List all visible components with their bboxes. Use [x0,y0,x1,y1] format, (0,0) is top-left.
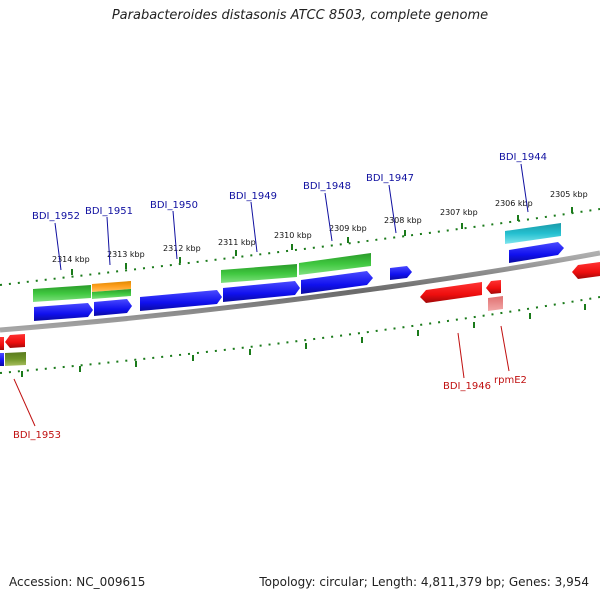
cds-arrow-forward[interactable] [94,299,132,316]
ruler-label: 2309 kbp [329,224,367,233]
ruler-label: 2308 kbp [384,216,422,225]
cds-arrow-reverse[interactable] [486,280,501,294]
ruler-labels: 2314 kbp 2313 kbp 2312 kbp 2311 kbp 2310… [52,190,588,264]
gene-bar-olive[interactable] [5,352,26,366]
map-title: Parabacteroides distasonis ATCC 8503, co… [111,8,489,23]
ruler-label: 2311 kbp [218,238,256,247]
gene-label-reverse[interactable]: BDI_1946 [443,381,491,392]
leader-line [106,216,111,266]
genome-summary-text: Topology: circular; Length: 4,811,379 bp… [259,575,589,589]
reverse-leader-lines [13,325,510,427]
ruler-label: 2306 kbp [495,199,533,208]
gene-label-reverse[interactable]: rpmE2 [494,375,527,386]
leader-line [250,201,258,253]
leader-line [500,325,510,372]
gene-bar-green[interactable] [92,289,131,299]
leader-line [172,210,178,260]
gene-label-forward[interactable]: BDI_1952 [32,211,80,222]
gene-bar-orange[interactable] [92,281,131,292]
ruler-label: 2310 kbp [274,231,312,240]
gene-label-forward[interactable]: BDI_1950 [150,200,198,211]
gene-bar-pink[interactable] [488,296,503,311]
gene-label-forward[interactable]: BDI_1944 [499,152,547,163]
gene-bar-cyan[interactable] [505,223,561,244]
leader-line [324,192,333,242]
accession-text: Accession: NC_009615 [9,575,146,589]
forward-gene-labels: BDI_1952 BDI_1951 BDI_1950 BDI_1949 BDI_… [32,152,547,222]
cds-arrow-forward[interactable] [301,271,373,294]
genome-backbone [0,250,600,333]
reverse-ruler [0,296,600,377]
gene-label-forward[interactable]: BDI_1947 [366,173,414,184]
cds-arrow-reverse[interactable] [5,334,25,348]
forward-gene-track [33,223,561,302]
leader-line [520,163,529,213]
gene-bar-green[interactable] [33,285,91,302]
ruler-label: 2314 kbp [52,255,90,264]
gene-bar-blue-small[interactable] [0,353,4,366]
reverse-gene-labels: BDI_1953 BDI_1946 rpmE2 [13,375,527,441]
gene-bar-green[interactable] [299,253,371,275]
gene-label-reverse[interactable]: BDI_1953 [13,430,61,441]
leader-line [13,378,36,427]
leader-line [457,332,465,379]
forward-leader-lines [54,163,529,271]
cds-arrow-forward[interactable] [390,266,412,280]
gene-label-forward[interactable]: BDI_1948 [303,181,351,192]
ruler-label: 2312 kbp [163,244,201,253]
cds-arrow-forward[interactable] [34,303,93,321]
ruler-label: 2305 kbp [550,190,588,199]
gene-bar-green[interactable] [221,264,297,283]
cds-arrow-forward[interactable] [140,290,222,311]
reverse-cds-track [0,262,600,366]
ruler-label: 2307 kbp [440,208,478,217]
forward-cds-track [34,242,564,321]
gene-label-forward[interactable]: BDI_1949 [229,191,277,202]
gene-label-forward[interactable]: BDI_1951 [85,206,133,217]
cds-arrow-reverse[interactable] [420,282,482,303]
leader-line [54,222,62,271]
ruler-label: 2313 kbp [107,250,145,259]
cds-arrow-reverse[interactable] [572,262,600,279]
cds-arrow-forward[interactable] [223,281,300,302]
cds-arrow-reverse[interactable] [0,337,4,350]
leader-line [388,184,397,234]
forward-ruler [0,207,600,286]
cds-arrow-forward[interactable] [509,242,564,263]
